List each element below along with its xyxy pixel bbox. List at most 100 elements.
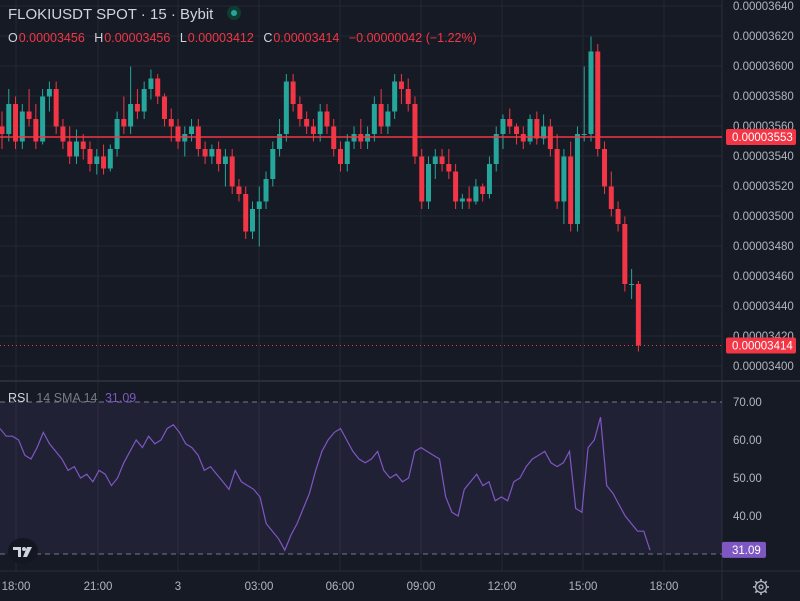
ohlc-low-key: L <box>179 31 187 45</box>
candle <box>392 74 398 119</box>
candle <box>73 129 79 164</box>
candle <box>588 36 594 142</box>
candle <box>541 114 547 145</box>
rsi-axis-label: 40.00 <box>733 511 762 523</box>
candle <box>87 141 93 172</box>
time-axis-label: 09:00 <box>407 581 436 593</box>
candle <box>94 149 100 175</box>
candle <box>426 156 432 209</box>
candle <box>40 89 46 145</box>
candle <box>615 201 621 232</box>
rsi-series-line <box>0 417 651 552</box>
rsi-value: 31.09 <box>104 391 137 405</box>
candle <box>371 96 377 142</box>
candle <box>263 171 269 209</box>
candle <box>317 104 323 142</box>
candle <box>385 104 391 134</box>
candle <box>236 179 242 202</box>
candle <box>216 141 222 172</box>
ohlc-close-value: 0.00003414 <box>273 31 340 45</box>
price-axis-label: 0.00003500 <box>733 211 794 223</box>
tradingview-logo-icon[interactable] <box>8 538 38 564</box>
candle <box>581 66 587 142</box>
candle <box>121 96 127 134</box>
price-axis-label: 0.00003480 <box>733 241 794 253</box>
time-axis-label: 06:00 <box>326 581 355 593</box>
price-axis-label: 0.00003520 <box>733 181 794 193</box>
ohlc-legend: O0.00003456 H0.00003456 L0.00003412 C0.0… <box>8 31 483 45</box>
rsi-axis-label: 70.00 <box>733 397 762 409</box>
candle <box>480 183 486 202</box>
time-axis-label: 3 <box>175 581 181 593</box>
candle <box>419 149 425 209</box>
time-axis-label: 18:00 <box>2 581 31 593</box>
candle <box>134 89 140 119</box>
ohlc-high-value: 0.00003456 <box>104 31 171 45</box>
candle <box>635 281 641 352</box>
candle <box>26 89 32 127</box>
candle <box>80 134 86 160</box>
candle <box>33 104 39 149</box>
candle <box>466 186 472 209</box>
ohlc-high-key: H <box>94 31 104 45</box>
candle <box>155 74 161 104</box>
candle <box>283 74 289 142</box>
candle <box>107 144 113 172</box>
candle <box>473 179 479 205</box>
rsi-params: 14 SMA 14 <box>36 391 98 405</box>
candle <box>290 74 296 112</box>
candle <box>0 111 5 149</box>
candle <box>141 81 147 119</box>
candle <box>175 119 181 149</box>
candle <box>629 269 635 299</box>
ohlc-low-value: 0.00003412 <box>187 31 254 45</box>
candle <box>60 119 66 149</box>
svg-text:0.00003553: 0.00003553 <box>732 132 793 144</box>
candle <box>324 104 330 134</box>
candle <box>148 69 154 100</box>
candle <box>439 149 445 172</box>
candle <box>459 194 465 209</box>
ohlc-close-key: C <box>263 31 273 45</box>
candle <box>405 78 411 112</box>
svg-text:31.09: 31.09 <box>732 545 761 557</box>
candle <box>378 89 384 134</box>
candle <box>304 111 310 134</box>
rsi-band-fill <box>0 402 722 554</box>
candle <box>67 126 73 164</box>
candle <box>527 114 533 145</box>
candle <box>101 144 107 175</box>
candle <box>13 96 19 149</box>
price-axis-label: 0.00003400 <box>733 361 794 373</box>
ohlc-change-value: −0.00000042 (−1.22%) <box>348 31 477 45</box>
candle <box>500 114 506 149</box>
symbol-title[interactable]: FLOKIUSDT SPOT · 15 · Bybit <box>8 6 242 23</box>
candle <box>128 66 134 134</box>
rsi-legend[interactable]: RSI 14 SMA 14 31.09 <box>8 391 136 405</box>
candle <box>507 108 513 134</box>
gear-icon[interactable] <box>752 578 770 596</box>
candle <box>229 149 235 194</box>
price-axis-label: 0.00003440 <box>733 301 794 313</box>
price-axis-label: 0.00003640 <box>733 1 794 13</box>
candle <box>168 108 174 142</box>
candle <box>209 144 215 164</box>
candle <box>338 141 343 172</box>
time-axis-label: 18:00 <box>650 581 679 593</box>
candle <box>514 123 520 145</box>
candle <box>161 93 167 127</box>
candle <box>46 81 52 112</box>
candle <box>222 149 228 187</box>
candle <box>256 186 262 247</box>
rsi-axis-label: 50.00 <box>733 473 762 485</box>
candle <box>534 111 540 145</box>
last-price-badge: 0.00003414 <box>726 337 796 354</box>
price-axis-label: 0.00003540 <box>733 151 794 163</box>
candle <box>53 81 59 134</box>
svg-text:0.00003414: 0.00003414 <box>732 341 793 353</box>
ohlc-open-key: O <box>8 31 18 45</box>
candle <box>270 141 276 187</box>
symbol-title-text: FLOKIUSDT SPOT · 15 · Bybit <box>8 6 214 23</box>
